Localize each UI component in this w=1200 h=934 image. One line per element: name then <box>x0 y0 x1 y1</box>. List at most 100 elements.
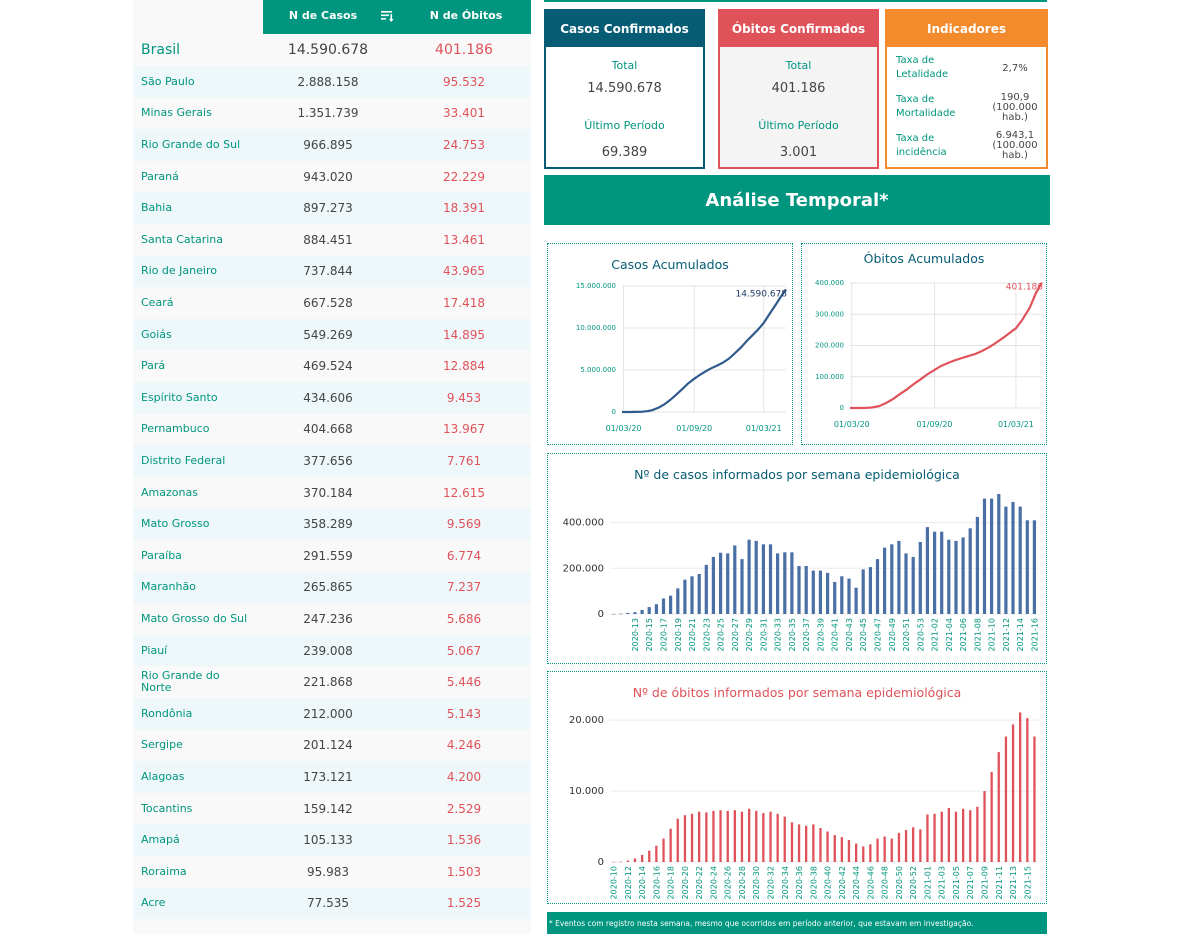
y-tick-label: 200.000 <box>563 563 604 574</box>
table-row[interactable]: Rio Grande do Norte 221.868 5.446 <box>133 666 531 698</box>
table-row[interactable]: Paraíba 291.559 6.774 <box>133 540 531 572</box>
obitos-value: 12.615 <box>443 485 485 500</box>
casos-value: 221.868 <box>303 675 353 690</box>
table-row[interactable]: Goiás 549.269 14.895 <box>133 318 531 351</box>
bar <box>797 566 801 614</box>
bar <box>748 808 751 862</box>
casos-value: 212.000 <box>303 706 353 721</box>
table-row-brasil[interactable]: Brasil 14.590.678 401.186 <box>133 34 531 66</box>
obitos-value: 9.569 <box>446 517 482 532</box>
bar <box>790 822 794 862</box>
table-row[interactable]: Rio Grande do Sul 966.895 24.753 <box>133 129 531 161</box>
bar <box>918 542 922 614</box>
column-header-casos[interactable]: N de Casos <box>288 9 358 22</box>
y-tick-label: 400.000 <box>563 518 604 529</box>
bar <box>890 544 894 614</box>
bar <box>626 860 629 862</box>
bar <box>811 570 815 614</box>
obitos-value: 14.895 <box>443 327 485 342</box>
table-row[interactable]: Mato Grosso do Sul 247.236 5.686 <box>133 603 531 635</box>
casos-value: 14.590.678 <box>287 42 369 58</box>
state-name: Paraná <box>141 169 179 183</box>
x-tick-label: 2020-50 <box>895 866 904 899</box>
bar <box>1032 520 1036 614</box>
top-divider <box>544 0 1047 2</box>
bar <box>1004 736 1008 862</box>
x-tick-label: 2020-22 <box>695 866 704 899</box>
table-row[interactable]: Distrito Federal 377.656 7.761 <box>133 445 531 477</box>
bar <box>733 810 736 862</box>
card-obitos-confirmados: Óbitos Confirmados Total 401.186 Último … <box>718 9 879 169</box>
y-tick-label: 200.000 <box>815 342 844 350</box>
chart-title: Nº de casos informados por semana epidem… <box>634 467 960 482</box>
bar <box>818 570 822 614</box>
end-value-label: 401.186 <box>1006 283 1043 293</box>
table-row[interactable]: Paraná 943.020 22.229 <box>133 161 531 193</box>
bar <box>754 540 758 614</box>
bar <box>654 604 658 614</box>
table-row[interactable]: Maranhão 265.865 7.237 <box>133 571 531 604</box>
obitos-value: 95.532 <box>443 74 485 89</box>
bar <box>733 545 737 614</box>
y-tick-label: 100.000 <box>815 373 844 381</box>
state-name: Espírito Santo <box>141 390 218 404</box>
table-row[interactable]: Pará 469.524 12.884 <box>133 350 531 382</box>
state-name: Sergipe <box>141 738 183 752</box>
table-row[interactable]: Sergipe 201.124 4.246 <box>133 730 531 762</box>
table-row[interactable]: Ceará 667.528 17.418 <box>133 287 531 319</box>
x-tick-label: 2020-13 <box>631 618 640 651</box>
bar <box>875 559 880 614</box>
chart-casos-acumulados: Casos Acumulados 0 5.000.000 10.000.000 15.0… <box>547 243 793 445</box>
table-row[interactable]: Bahia 897.273 18.391 <box>133 192 531 224</box>
table-row[interactable]: Tocantins 159.142 2.529 <box>133 793 531 825</box>
chart-obitos-semana: Nº de óbitos informados por semana epide… <box>547 671 1047 904</box>
table-row[interactable]: Rondônia 212.000 5.143 <box>133 698 531 730</box>
bar <box>919 829 922 862</box>
table-row[interactable]: Alagoas 173.121 4.200 <box>133 761 531 793</box>
y-tick-label: 5.000.000 <box>580 366 616 374</box>
table-row[interactable]: Espírito Santo 434.606 9.453 <box>133 382 531 414</box>
casos-value: 247.236 <box>303 611 353 626</box>
bar <box>726 810 729 862</box>
bar <box>612 614 616 615</box>
total-value: 401.186 <box>771 81 826 96</box>
sort-icon[interactable] <box>379 0 395 36</box>
table-row[interactable]: Santa Catarina 884.451 13.461 <box>133 224 531 256</box>
state-name: Goiás <box>141 327 172 341</box>
x-tick-label: 2021-04 <box>945 618 954 651</box>
x-tick-label: 2020-37 <box>802 618 811 651</box>
table-row[interactable]: Roraima 95.983 1.503 <box>133 856 531 888</box>
bar <box>640 609 644 614</box>
table-row[interactable]: Amapá 105.133 1.536 <box>133 824 531 856</box>
state-name: Amazonas <box>141 485 198 499</box>
table-row[interactable]: Mato Grosso 358.289 9.569 <box>133 508 531 540</box>
bar <box>947 539 951 614</box>
states-table: N de Casos N de Óbitos Brasil 14.590.678… <box>133 0 531 934</box>
table-row[interactable]: Rio de Janeiro 737.844 43.965 <box>133 255 531 288</box>
table-row[interactable]: Piauí 239.008 5.067 <box>133 634 531 667</box>
x-tick-label: 2021-05 <box>952 866 961 899</box>
table-row[interactable]: Acre 77.535 1.525 <box>133 887 531 920</box>
series-line <box>622 288 787 414</box>
state-name: Mato Grosso do Sul <box>141 611 248 625</box>
table-row[interactable]: Pernambuco 404.668 13.967 <box>133 414 531 446</box>
bar <box>676 818 679 862</box>
column-header-obitos[interactable]: N de Óbitos <box>429 9 503 22</box>
x-tick-label: 2020-15 <box>645 618 654 651</box>
x-tick-label: 2020-23 <box>702 618 711 651</box>
y-tick-label: 0 <box>612 408 616 416</box>
card-indicadores: Indicadores Taxa de Letalidade 2,7% Taxa… <box>885 9 1048 169</box>
bar <box>683 815 687 862</box>
bar <box>976 806 979 862</box>
casos-value: 77.535 <box>307 896 349 911</box>
x-tick-label: 2020-51 <box>902 618 911 651</box>
bar <box>776 553 780 614</box>
casos-value: 370.184 <box>303 485 353 500</box>
table-row[interactable]: Amazonas 370.184 12.615 <box>133 477 531 509</box>
bar <box>648 850 651 862</box>
state-name: Rio Grande do Norte <box>141 669 220 695</box>
table-row[interactable]: Minas Gerais 1.351.739 33.401 <box>133 98 531 130</box>
indicador-mortalidade-label: Taxa de Mortalidade <box>896 94 956 119</box>
table-row[interactable]: São Paulo 2.888.158 95.532 <box>133 66 531 98</box>
state-name: Bahia <box>141 201 173 215</box>
